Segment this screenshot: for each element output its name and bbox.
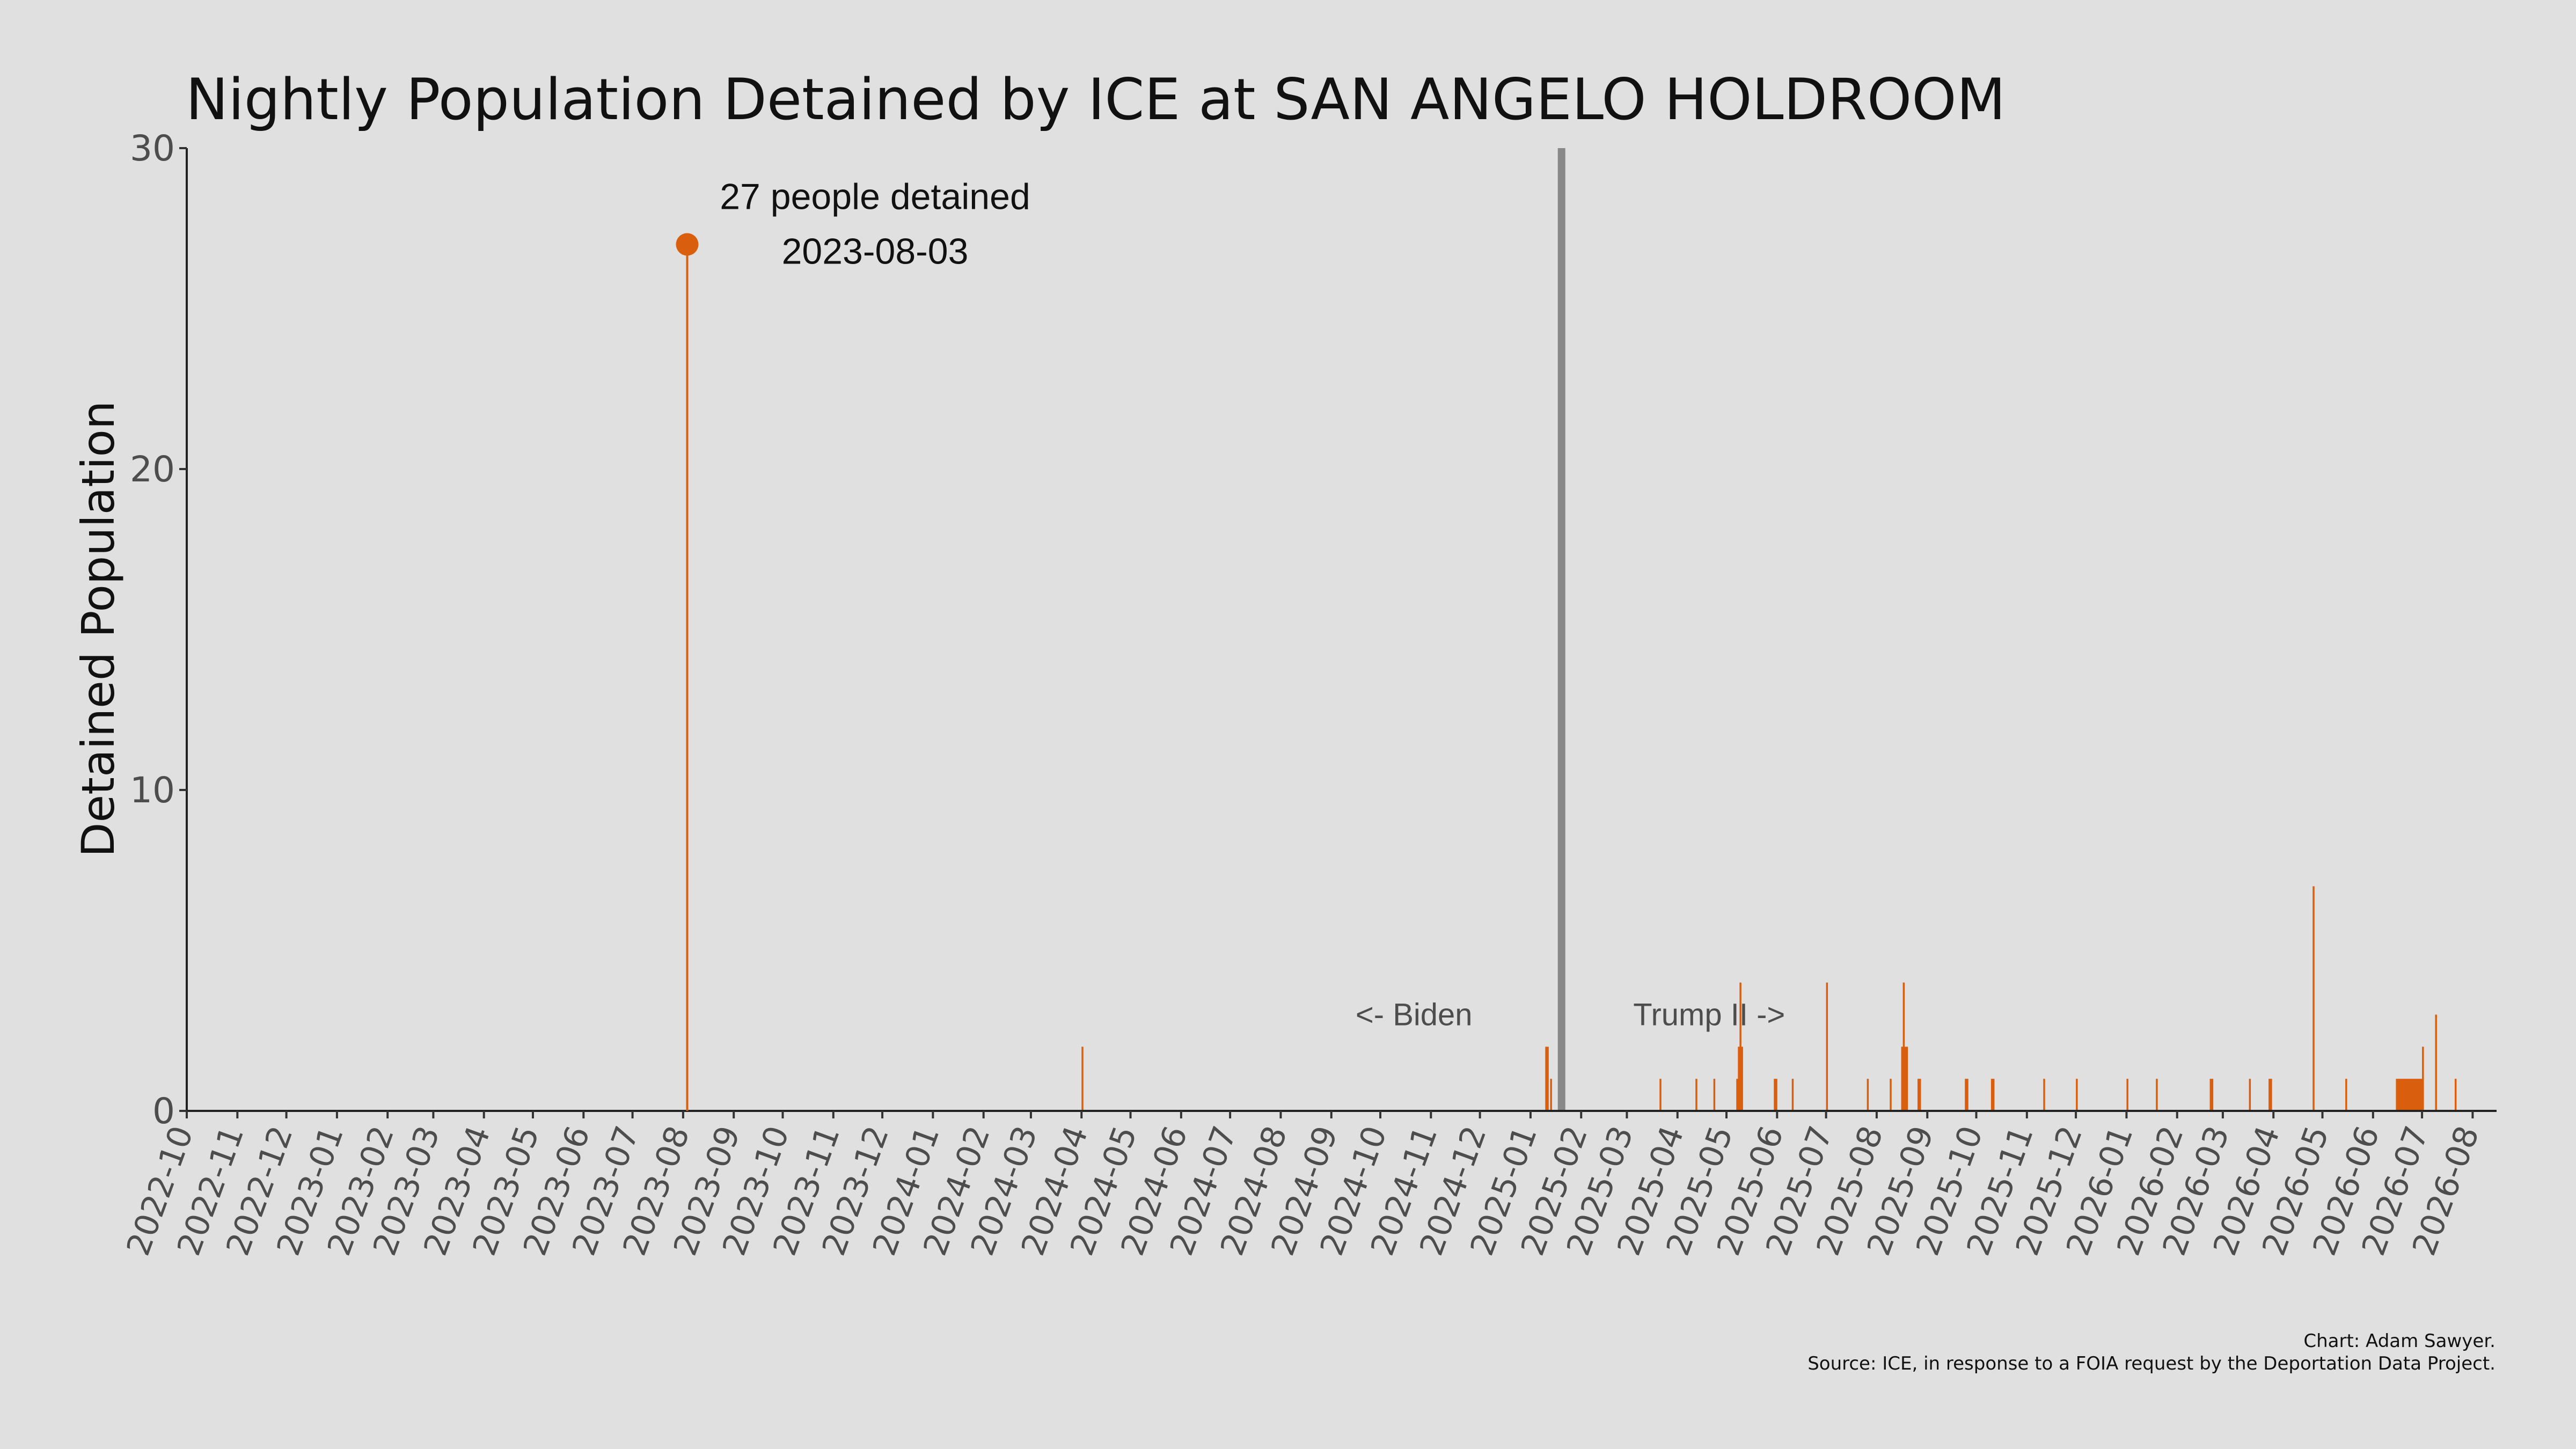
bar bbox=[2435, 1014, 2437, 1111]
biden-era-label: <- Biden bbox=[1356, 998, 1473, 1033]
bar bbox=[1545, 1046, 1547, 1111]
bar bbox=[1917, 1079, 1920, 1111]
bar bbox=[2405, 1079, 2408, 1111]
y-tick-label: 20 bbox=[130, 449, 175, 490]
peak-annotation-count: 27 people detained bbox=[720, 177, 1030, 217]
bar bbox=[2076, 1079, 2078, 1111]
bar bbox=[1081, 1046, 1084, 1111]
bar bbox=[1775, 1079, 1777, 1111]
bar bbox=[2407, 1079, 2410, 1111]
bar bbox=[2409, 1079, 2411, 1111]
bar bbox=[2396, 1079, 2398, 1111]
bar bbox=[2417, 1079, 2419, 1111]
bar bbox=[1547, 1046, 1549, 1111]
bar bbox=[1906, 1046, 1908, 1111]
bars-layer bbox=[686, 244, 2457, 1111]
y-tick-label: 10 bbox=[130, 770, 175, 811]
bar bbox=[1992, 1079, 1995, 1111]
bar bbox=[2410, 1079, 2413, 1111]
bar bbox=[2399, 1079, 2401, 1111]
caption-source: Source: ICE, in response to a FOIA reque… bbox=[1807, 1353, 2496, 1374]
bar bbox=[2404, 1079, 2406, 1111]
bar bbox=[1738, 1046, 1740, 1111]
bar bbox=[1901, 1046, 1904, 1111]
bar bbox=[1919, 1079, 1921, 1111]
bar bbox=[2402, 1079, 2405, 1111]
bar bbox=[2401, 1079, 2403, 1111]
bar bbox=[2209, 1079, 2212, 1111]
bar bbox=[2345, 1079, 2347, 1111]
bar bbox=[2126, 1079, 2128, 1111]
bar bbox=[1890, 1079, 1892, 1111]
y-tick-label: 30 bbox=[130, 128, 175, 169]
peak-annotation-date: 2023-08-03 bbox=[782, 231, 969, 272]
y-tick-label: 0 bbox=[152, 1091, 175, 1132]
peak-marker bbox=[676, 233, 699, 256]
bar bbox=[1867, 1079, 1869, 1111]
x-ticks: 2022-102022-112022-122023-012023-022023-… bbox=[120, 1111, 2487, 1261]
bar bbox=[2211, 1079, 2214, 1111]
bar bbox=[2270, 1079, 2272, 1111]
bar bbox=[1736, 1079, 1738, 1111]
bar bbox=[1741, 1046, 1743, 1111]
bar bbox=[2454, 1079, 2457, 1111]
bar bbox=[1713, 1079, 1716, 1111]
bar bbox=[2312, 886, 2315, 1111]
chart-title: Nightly Population Detained by ICE at SA… bbox=[186, 67, 2006, 133]
bar bbox=[1990, 1079, 1993, 1111]
bar bbox=[2412, 1079, 2414, 1111]
bar bbox=[1966, 1079, 1968, 1111]
bar bbox=[1695, 1079, 1697, 1111]
trump-era-label: Trump II -> bbox=[1633, 998, 1785, 1033]
bar bbox=[2419, 1079, 2421, 1111]
bar bbox=[2422, 1046, 2424, 1111]
bar bbox=[1902, 982, 1905, 1111]
bar bbox=[2413, 1079, 2416, 1111]
bar bbox=[1826, 982, 1828, 1111]
bar bbox=[1550, 1079, 1552, 1111]
bar bbox=[2156, 1079, 2158, 1111]
bar bbox=[2397, 1079, 2399, 1111]
bar bbox=[2249, 1079, 2251, 1111]
y-axis-label: Detained Population bbox=[72, 401, 125, 857]
bar bbox=[1965, 1079, 1967, 1111]
caption-credit: Chart: Adam Sawyer. bbox=[2303, 1330, 2496, 1352]
bar bbox=[1739, 982, 1741, 1111]
bar bbox=[2420, 1079, 2423, 1111]
bar bbox=[2415, 1079, 2418, 1111]
bar bbox=[1791, 1079, 1794, 1111]
y-ticks: 0 10 20 30 bbox=[130, 128, 187, 1132]
bar bbox=[1904, 1046, 1907, 1111]
bar bbox=[1659, 1079, 1662, 1111]
bar bbox=[2043, 1079, 2045, 1111]
bar bbox=[1774, 1079, 1776, 1111]
bar bbox=[2268, 1079, 2271, 1111]
